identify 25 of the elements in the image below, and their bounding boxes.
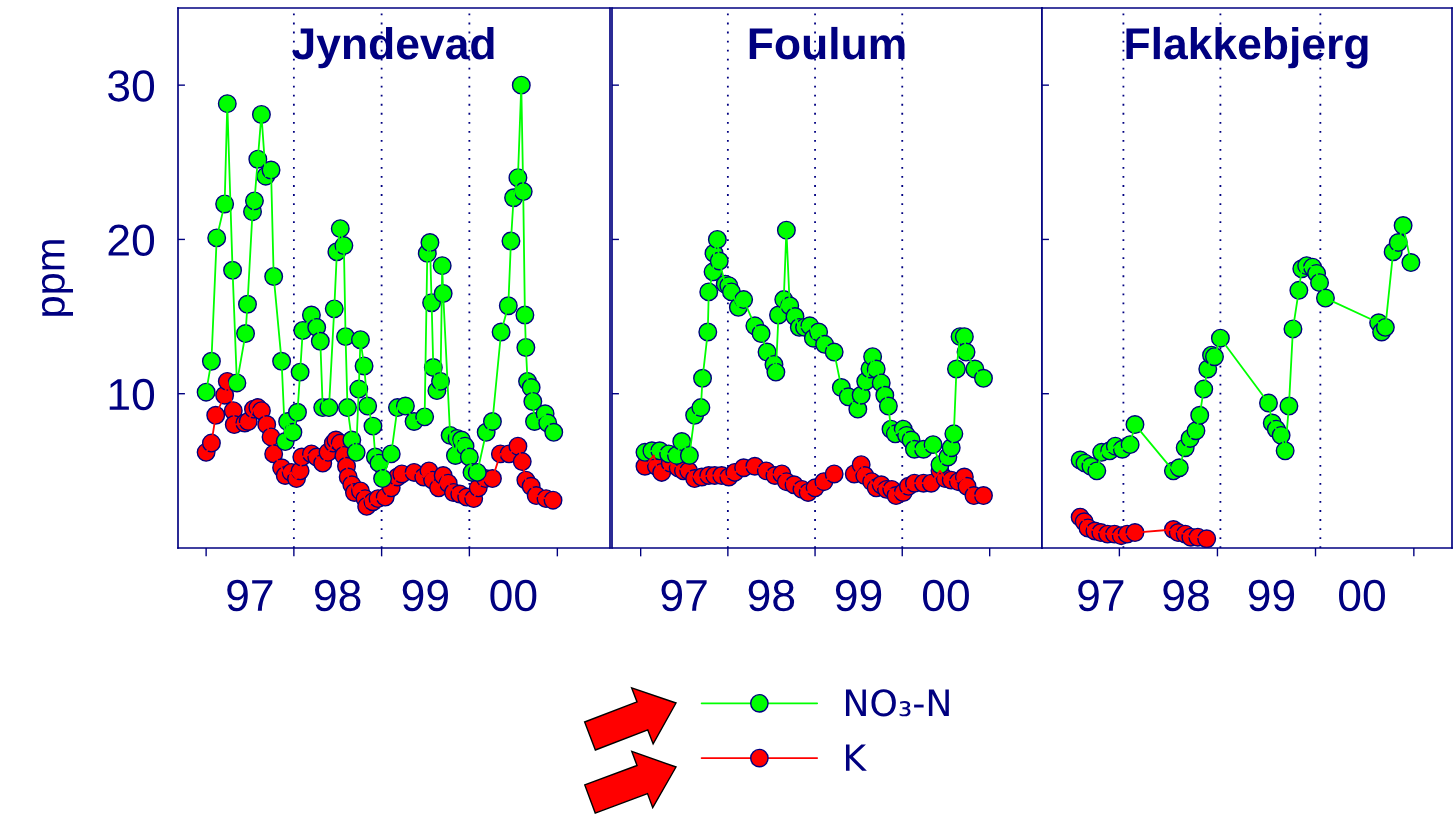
x-tick-label: 99 (402, 579, 448, 612)
y-axis-title: ppm (41, 240, 74, 316)
chart-title: Foulum (749, 26, 905, 60)
y-tick-label: 10 (109, 378, 155, 411)
point (1197, 529, 1217, 548)
x-tick-label: 98 (314, 579, 361, 612)
x-tick-label: 99 (1248, 579, 1295, 612)
x-tick-label: 00 (490, 579, 537, 612)
point (973, 486, 993, 506)
x-tick-label: 00 (1339, 579, 1385, 612)
x-tick-label: 97 (227, 579, 273, 612)
chart-title: Jyndevad (292, 26, 494, 69)
legend-label: NO₃-N (845, 689, 949, 717)
point (1401, 253, 1421, 273)
legend-label: K (845, 744, 867, 771)
x-tick-label: 97 (661, 579, 707, 612)
x-tick-label: 98 (748, 579, 795, 612)
y-tick-label: 30 (108, 70, 155, 102)
x-tick-label: 99 (835, 579, 882, 612)
point (824, 464, 844, 484)
chart-title: Flakkebjerg (1126, 26, 1368, 69)
y-tick-label: 20 (108, 224, 155, 256)
x-tick-label: 97 (1078, 579, 1124, 612)
x-tick-label: 00 (922, 579, 969, 612)
x-tick-label: 98 (1163, 579, 1209, 612)
